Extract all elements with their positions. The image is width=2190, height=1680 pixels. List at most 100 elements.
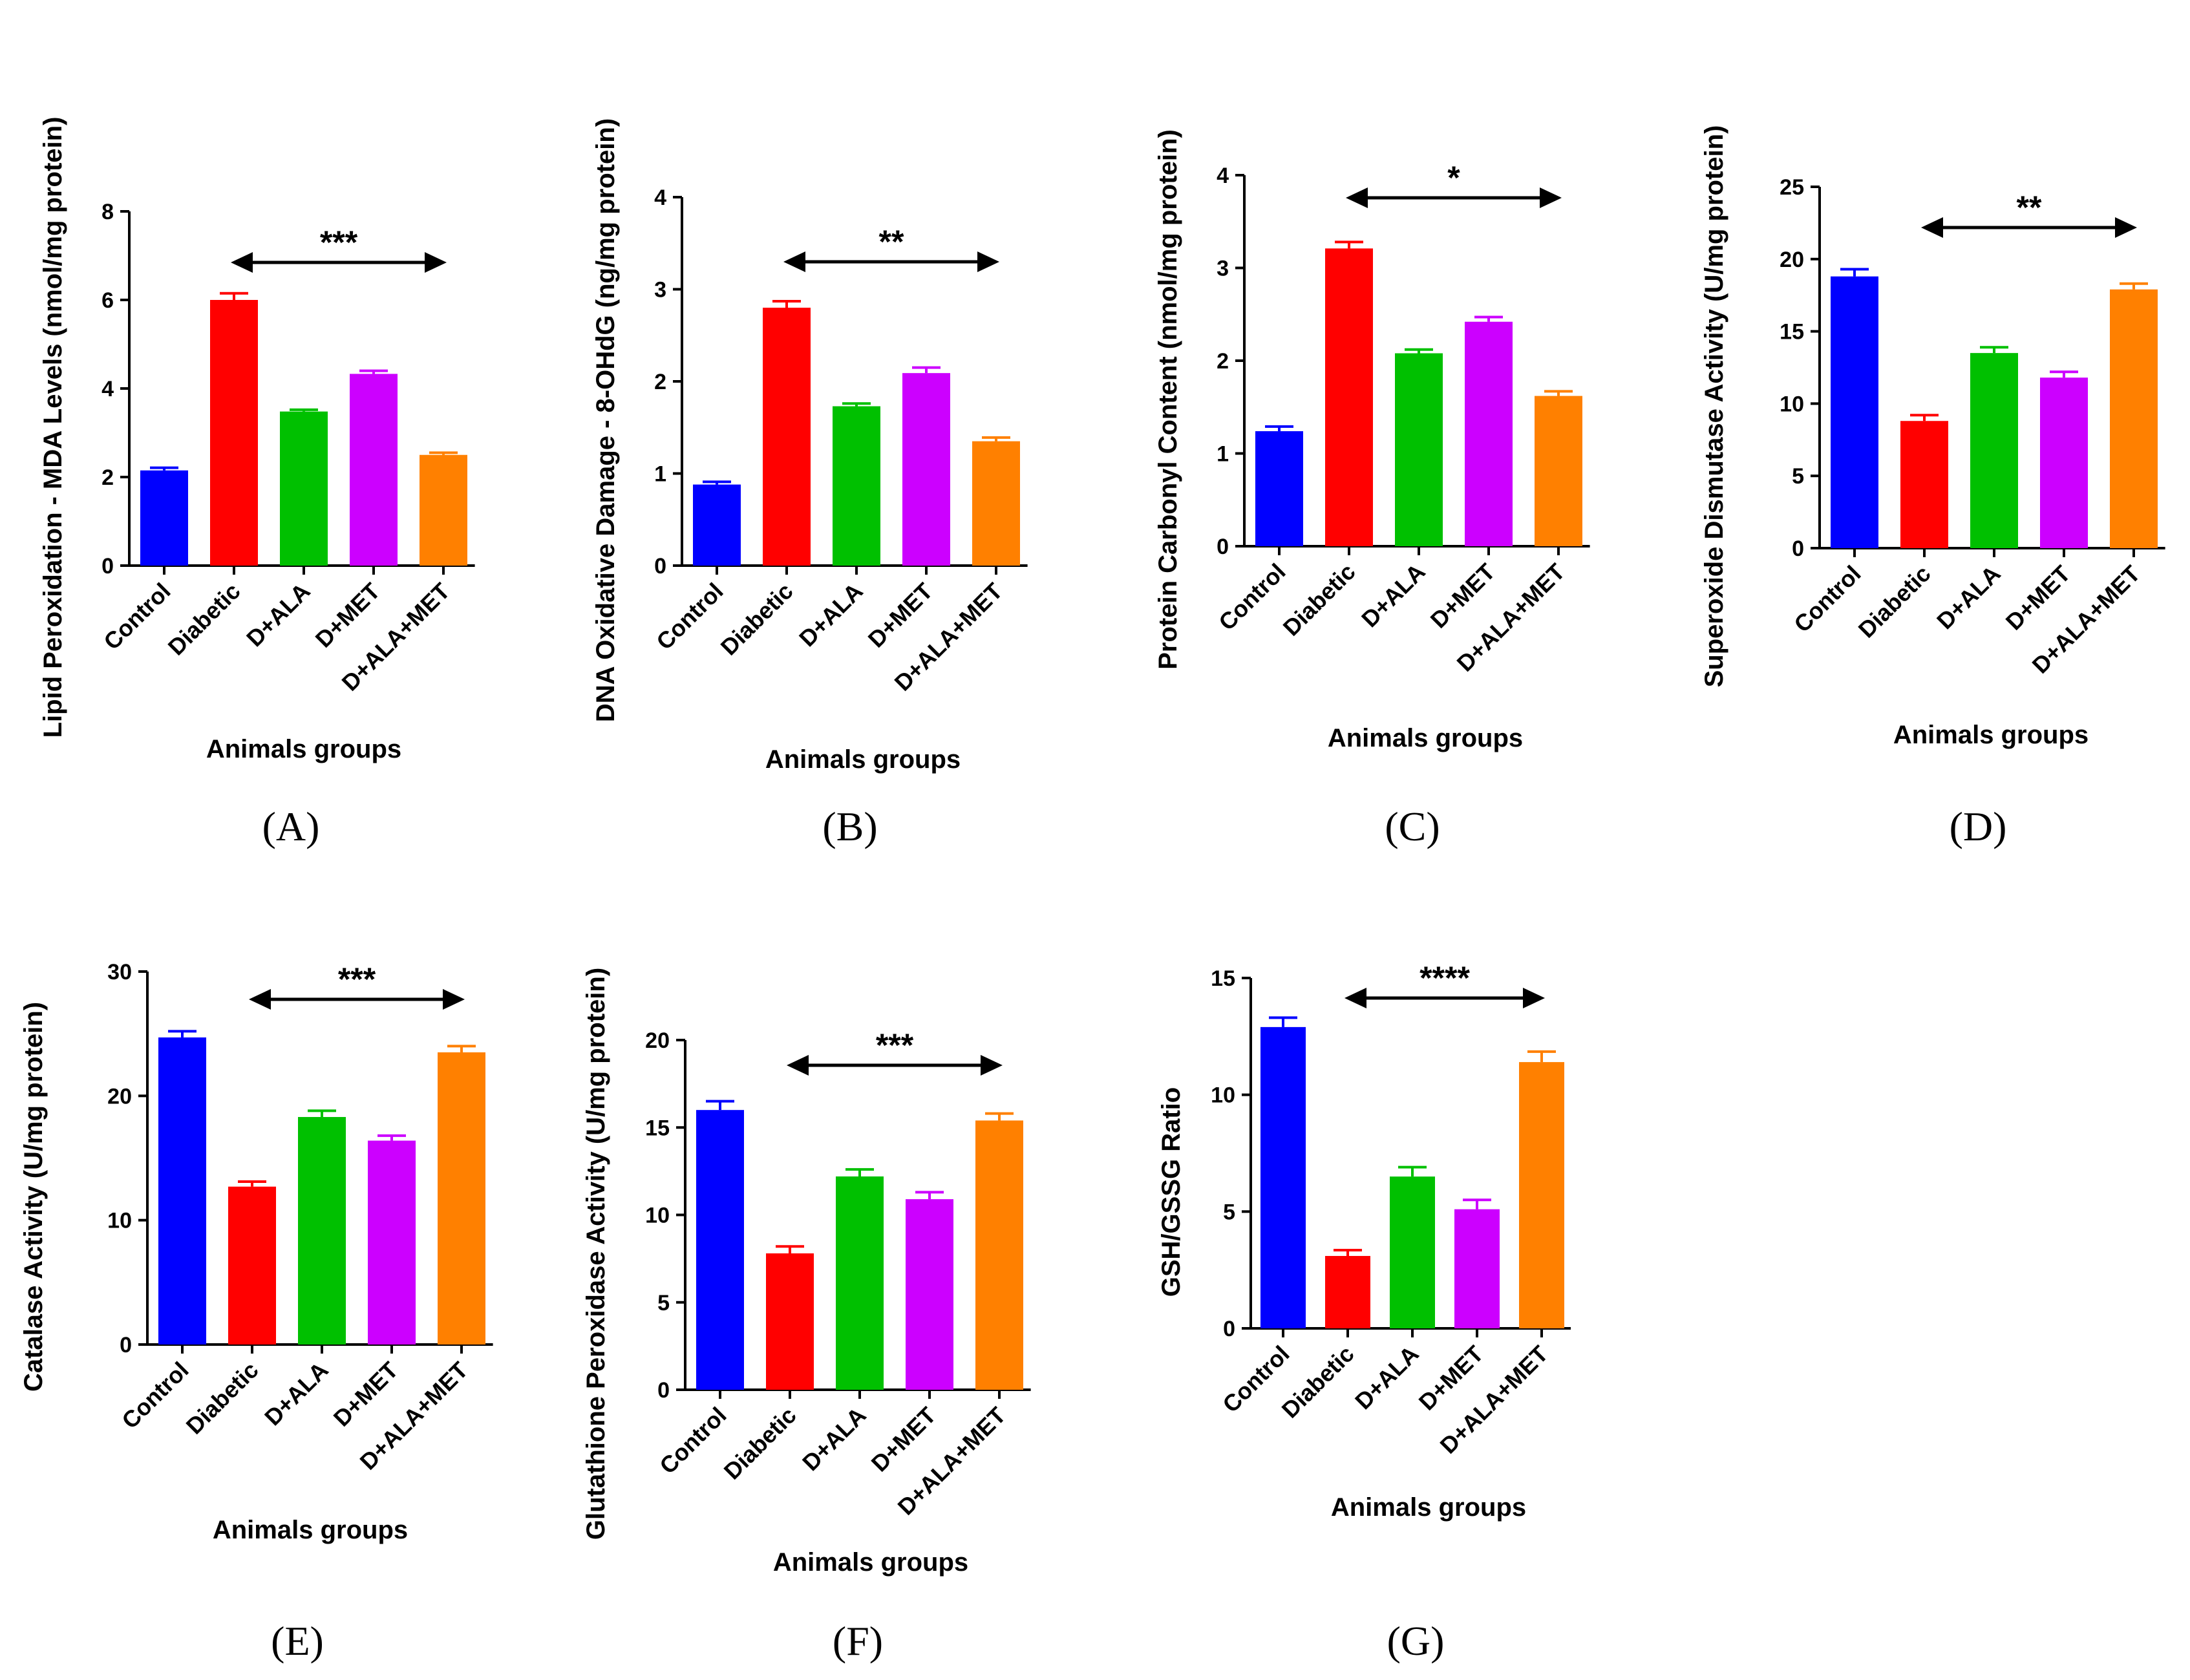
bar-Diabetic xyxy=(766,1253,814,1390)
y-tick-label: 3 xyxy=(1217,257,1229,281)
y-axis-title: DNA Oxidative Damage - 8-OHdG (ng/mg pro… xyxy=(591,118,620,722)
bar-Control xyxy=(1260,1026,1306,1328)
arrow-head-right xyxy=(1523,988,1545,1008)
bar-D+ALA xyxy=(836,1176,884,1390)
bar-D+ALA xyxy=(280,411,328,566)
chart-panel-D: 0510152025ControlDiabeticD+ALAD+METD+ALA… xyxy=(1700,125,2165,849)
panel-label: (F) xyxy=(833,1618,883,1664)
y-tick-label: 10 xyxy=(1780,392,1804,416)
significance-label: *** xyxy=(320,224,358,261)
y-tick-label: 3 xyxy=(654,278,666,303)
category-label: D+ALA xyxy=(1931,560,2006,635)
y-tick-label: 4 xyxy=(654,186,666,210)
bar-D+ALA+MET xyxy=(975,1120,1023,1390)
panel-label: (D) xyxy=(1950,803,2007,849)
y-tick-label: 20 xyxy=(1780,248,1804,272)
arrow-head-left xyxy=(1346,187,1368,208)
chart-panel-A: 02468ControlDiabeticD+ALAD+METD+ALA+MET*… xyxy=(39,117,475,849)
bar-D+MET xyxy=(1454,1209,1500,1328)
y-tick-label: 2 xyxy=(1217,349,1229,374)
arrow-head-left xyxy=(231,252,253,273)
chart-panel-B: 01234ControlDiabeticD+ALAD+METD+ALA+MET*… xyxy=(591,118,1028,849)
arrow-head-right xyxy=(425,252,447,273)
arrow-head-left xyxy=(1345,988,1366,1008)
bar-Control xyxy=(1831,276,1878,548)
y-axis-title: Superoxide Dismutase Activity (U/mg prot… xyxy=(1700,125,1728,688)
bar-Control xyxy=(696,1110,744,1390)
y-tick-label: 20 xyxy=(645,1028,670,1053)
bar-D+MET xyxy=(2040,377,2088,548)
y-tick-label: 15 xyxy=(1780,320,1804,345)
bar-D+ALA+MET xyxy=(2110,289,2158,548)
panel-label: (A) xyxy=(262,803,320,849)
category-label: D+ALA xyxy=(241,578,315,652)
x-axis-title: Animals groups xyxy=(1331,1493,1526,1522)
category-label: Diabetic xyxy=(1277,1341,1359,1423)
bar-Diabetic xyxy=(1900,421,1948,548)
bar-Diabetic xyxy=(763,308,811,566)
y-tick-label: 30 xyxy=(107,960,132,984)
y-tick-label: 1 xyxy=(1217,442,1229,467)
y-tick-label: 0 xyxy=(120,1333,132,1357)
significance-label: *** xyxy=(338,961,376,997)
y-tick-label: 6 xyxy=(101,288,114,313)
arrow-head-left xyxy=(783,251,805,272)
category-label: Diabetic xyxy=(1853,560,1936,643)
x-axis-title: Animals groups xyxy=(773,1548,968,1577)
category-label: Diabetic xyxy=(181,1357,264,1440)
y-tick-label: 0 xyxy=(1223,1317,1235,1341)
x-axis-title: Animals groups xyxy=(213,1516,408,1544)
y-tick-label: 0 xyxy=(1792,537,1804,561)
bar-D+ALA xyxy=(1395,353,1443,546)
panel-label: (G) xyxy=(1387,1618,1445,1664)
category-label: Diabetic xyxy=(716,578,798,661)
significance-label: *** xyxy=(876,1027,914,1063)
chart-panel-G: 051015ControlDiabeticD+ALAD+METD+ALA+MET… xyxy=(1157,960,1571,1664)
bar-D+ALA+MET xyxy=(1519,1062,1564,1328)
y-tick-label: 10 xyxy=(107,1209,132,1233)
y-tick-label: 25 xyxy=(1780,175,1804,200)
y-tick-label: 5 xyxy=(1792,464,1804,489)
bar-D+ALA xyxy=(298,1117,346,1345)
category-label: D+ALA xyxy=(794,578,868,652)
bar-Diabetic xyxy=(1325,1255,1370,1328)
y-tick-label: 20 xyxy=(107,1084,132,1109)
category-label: Diabetic xyxy=(719,1402,802,1485)
x-axis-title: Animals groups xyxy=(206,735,401,763)
bar-Diabetic xyxy=(210,300,258,566)
x-axis-title: Animals groups xyxy=(1328,724,1523,752)
y-tick-label: 2 xyxy=(654,370,666,394)
y-axis-title: Glutathione Peroxidase Activity (U/mg pr… xyxy=(582,968,610,1540)
y-axis-title: GSH/GSSG Ratio xyxy=(1157,1087,1185,1297)
bar-Control xyxy=(1255,431,1303,546)
significance-label: **** xyxy=(1419,960,1470,996)
category-label: Diabetic xyxy=(1278,558,1361,641)
bar-Diabetic xyxy=(228,1186,276,1345)
y-tick-label: 0 xyxy=(1217,535,1229,559)
bar-D+ALA+MET xyxy=(972,441,1020,566)
y-axis-title: Protein Carbonyl Content (nmol/mg protei… xyxy=(1154,129,1182,670)
arrow-head-right xyxy=(443,989,465,1010)
category-label: Diabetic xyxy=(163,578,246,661)
bar-D+MET xyxy=(906,1199,953,1390)
bar-D+MET xyxy=(350,374,398,566)
y-tick-label: 15 xyxy=(1211,966,1235,991)
y-tick-label: 5 xyxy=(657,1291,670,1315)
category-label: D+ALA xyxy=(1356,558,1430,633)
bar-Control xyxy=(140,470,188,566)
y-tick-label: 15 xyxy=(645,1116,670,1140)
bar-D+ALA xyxy=(1970,353,2018,548)
y-axis-title: Catalase Activity (U/mg protein) xyxy=(19,1002,48,1392)
arrow-head-right xyxy=(977,251,999,272)
bar-Control xyxy=(693,484,741,566)
significance-label: ** xyxy=(2017,189,2042,226)
bar-Diabetic xyxy=(1325,248,1373,546)
y-axis-title: Lipid Peroxidation - MDA Levels (nmol/mg… xyxy=(39,117,67,738)
bar-D+MET xyxy=(368,1140,416,1345)
x-axis-title: Animals groups xyxy=(1893,721,2089,749)
arrow-head-left xyxy=(249,989,271,1010)
bar-D+ALA+MET xyxy=(1535,396,1582,546)
y-tick-label: 0 xyxy=(101,554,114,579)
bar-D+MET xyxy=(1465,321,1513,546)
panel-label: (B) xyxy=(822,803,877,849)
